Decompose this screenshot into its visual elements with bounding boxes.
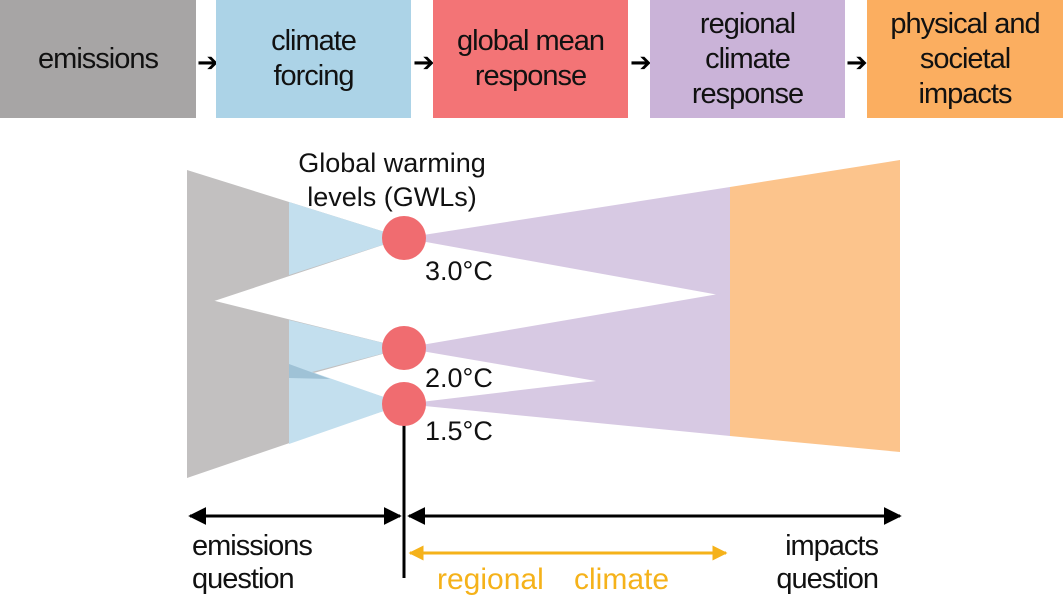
regional-label-right: climate	[574, 563, 670, 596]
gwl-label-2c: 2.0°C	[425, 363, 493, 393]
flow-box-climate-forcing-label: climate forcing	[271, 25, 357, 92]
gwl-label-1-5c: 1.5°C	[425, 416, 493, 446]
forcing-band-1-5c	[289, 364, 404, 444]
flow-arrow-3: ➔	[630, 47, 652, 77]
flow-box-emissions: emissions	[0, 0, 196, 118]
flow-arrow-1: ➔	[197, 47, 219, 77]
gwl-dot-1-5c	[382, 382, 426, 426]
gwl-dot-3c	[382, 216, 426, 260]
flow-box-physical-societal-impacts: physical and societal impacts	[867, 0, 1063, 118]
gwl-title: Global warming levels (GWLs)	[298, 148, 486, 212]
flow-box-global-mean-response-label: global mean response	[457, 25, 605, 92]
impacts-band-1-5c	[730, 355, 900, 452]
flow-box-emissions-label: emissions	[38, 42, 159, 75]
forcing-band-2c	[289, 320, 404, 378]
regional-fan-1-5c	[404, 365, 730, 436]
forcing-overlap	[289, 364, 330, 379]
flow-box-regional-climate-response: regional climate response	[650, 0, 845, 118]
regional-fan-3c	[404, 187, 730, 297]
impacts-question-label: impacts question	[776, 530, 879, 595]
flow-box-regional-climate-response-label: regional climate response	[691, 7, 804, 110]
flow-box-global-mean-response: global mean response	[433, 0, 628, 118]
flow-arrow-2: ➔	[413, 47, 435, 77]
gwl-label-3c: 3.0°C	[425, 256, 493, 286]
forcing-band-3c	[289, 202, 404, 275]
regional-label-left: regional	[437, 563, 544, 596]
flow-arrow-4: ➔	[846, 47, 868, 77]
flow-box-physical-societal-impacts-label: physical and societal impacts	[890, 7, 1040, 110]
emissions-question-label: emissions question	[192, 530, 313, 595]
flow-box-climate-forcing: climate forcing	[216, 0, 411, 118]
gwl-dot-2c	[382, 326, 426, 370]
